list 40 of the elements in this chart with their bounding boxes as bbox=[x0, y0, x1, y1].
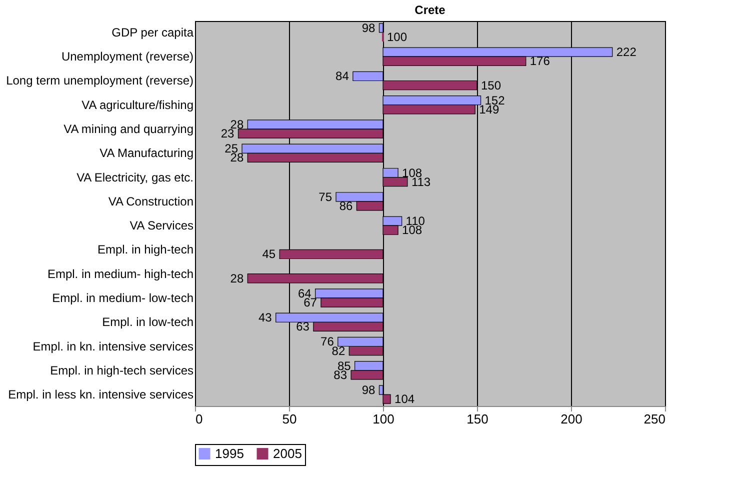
x-tick-label: 50 bbox=[282, 412, 297, 426]
legend-label: 2005 bbox=[273, 446, 302, 461]
y-tick-label: Unemployment (reverse) bbox=[61, 50, 194, 64]
data-label: 150 bbox=[481, 78, 502, 92]
y-tick-label: Empl. in medium- low-tech bbox=[52, 290, 194, 305]
data-label: 84 bbox=[336, 69, 350, 84]
x-tick-label: 250 bbox=[644, 412, 666, 426]
chart-title: Crete bbox=[414, 3, 446, 17]
data-label: 222 bbox=[616, 45, 637, 60]
legend-label: 1995 bbox=[215, 446, 244, 461]
x-tick-label: 150 bbox=[466, 412, 488, 426]
data-label: 176 bbox=[530, 54, 550, 68]
x-tick-label: 0 bbox=[196, 412, 203, 426]
data-label: 75 bbox=[318, 190, 332, 204]
data-label: 43 bbox=[258, 310, 272, 325]
data-label: 98 bbox=[362, 383, 376, 398]
x-tick-label: 200 bbox=[560, 412, 582, 426]
y-tick-label: Empl. in low-tech bbox=[102, 315, 194, 330]
x-tick-label: 100 bbox=[372, 412, 394, 426]
y-tick-label: VA agriculture/fishing bbox=[82, 98, 194, 112]
y-tick-label: Empl. in kn. intensive services bbox=[32, 339, 194, 354]
y-tick-label: VA Construction bbox=[108, 194, 194, 208]
data-label: 100 bbox=[387, 30, 408, 44]
data-label: 28 bbox=[230, 271, 244, 286]
data-label: 63 bbox=[296, 320, 310, 334]
y-tick-label: Empl. in high-tech services bbox=[50, 363, 194, 378]
y-tick-label: Long term unemployment (reverse) bbox=[6, 74, 194, 88]
y-tick-label: VA Electricity, gas etc. bbox=[76, 170, 194, 184]
y-tick-label: VA mining and quarrying bbox=[64, 122, 194, 136]
data-label: 82 bbox=[332, 344, 346, 358]
y-tick-label: Empl. in less kn. intensive services bbox=[8, 388, 194, 402]
y-tick-label: Empl. in high-tech bbox=[97, 242, 194, 257]
y-tick-label: VA Services bbox=[130, 218, 194, 233]
data-label: 86 bbox=[339, 198, 353, 213]
y-tick-label: GDP per capita bbox=[112, 25, 194, 40]
y-tick-label: Empl. in medium- high-tech bbox=[47, 266, 194, 281]
data-label: 104 bbox=[394, 392, 415, 406]
data-label: 98 bbox=[362, 20, 376, 35]
y-tick-label: VA Manufacturing bbox=[100, 146, 194, 160]
data-label: 45 bbox=[262, 247, 276, 262]
